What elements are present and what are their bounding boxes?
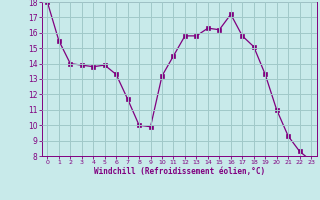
X-axis label: Windchill (Refroidissement éolien,°C): Windchill (Refroidissement éolien,°C) [94, 167, 265, 176]
